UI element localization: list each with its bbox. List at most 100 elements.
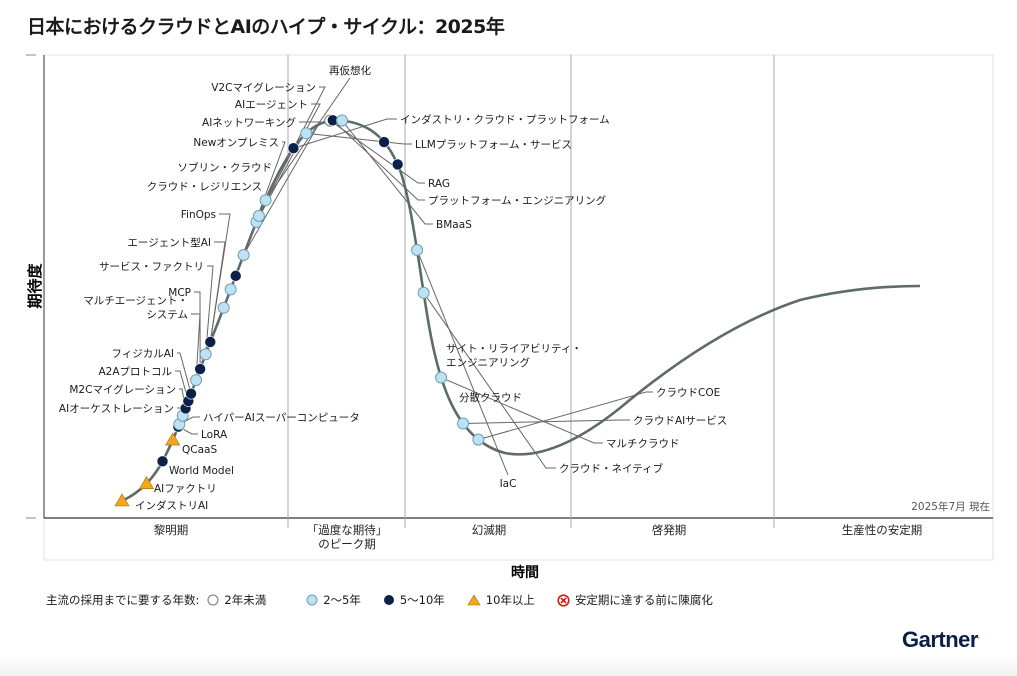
data-point-marker: [417, 286, 430, 299]
leader-line: [209, 213, 231, 343]
legend-item-gt10: 10年以上: [467, 592, 535, 608]
legend-item-lt2: 2年未満: [207, 592, 266, 608]
legend-label: 2〜5年: [323, 593, 361, 607]
data-point-label: インダストリ・クラウド・プラットフォーム: [400, 113, 610, 126]
leader-line: [478, 391, 653, 441]
as-of-note: 2025年7月 現在: [911, 500, 990, 513]
phase-label-slope: 啓発期: [652, 523, 687, 537]
data-point-label: World Model: [169, 465, 234, 477]
data-point-label: LoRA: [201, 429, 228, 441]
data-point-label: A2Aプロトコル: [98, 366, 172, 378]
leader-line: [177, 352, 192, 394]
data-point-label: AIオーケストレーション: [59, 403, 174, 415]
legend: 主流の採用までに要する年数: 2年未満 2〜5年 5〜10年 10年以上 安定期…: [46, 592, 735, 608]
legend-item-5to10: 5〜10年: [383, 592, 445, 608]
chart-title: 日本におけるクラウドとAIのハイプ・サイクル：2025年: [27, 16, 505, 38]
data-point-marker: [391, 158, 404, 171]
data-point-marker: [300, 127, 313, 140]
data-point-label: クラウドAIサービス: [633, 415, 727, 427]
leader-line: [440, 377, 603, 444]
data-point-label: BMaaS: [436, 219, 472, 231]
phase-label-innovation-trigger: 黎明期: [154, 523, 189, 537]
leader-line: [416, 249, 509, 476]
footer-shade: [0, 655, 1017, 676]
data-point-marker: [457, 417, 470, 430]
red-x-circle-icon: [557, 593, 570, 607]
data-point-marker: [199, 348, 212, 361]
leader-line: [205, 265, 214, 355]
data-point-label: サービス・ファクトリ: [99, 261, 204, 273]
legend-item-obsolete: 安定期に達する前に陳腐化: [557, 592, 713, 608]
data-point-marker: [229, 270, 242, 282]
leader-line: [293, 118, 397, 149]
data-point-marker: [287, 142, 300, 155]
phase-label-peak: 「過度な期待」のピーク期: [307, 523, 388, 551]
legend-item-2to5: 2〜5年: [306, 592, 361, 608]
data-point-label: エージェント型AI: [127, 236, 211, 249]
leader-line: [258, 86, 326, 217]
leader-line: [329, 120, 425, 184]
data-point-label: フィジカルAI: [111, 348, 174, 360]
data-point-marker: [259, 194, 272, 207]
data-point-marker: [217, 301, 230, 314]
data-point-label: Newオンプレミス: [193, 137, 279, 149]
hype-curve: [121, 118, 921, 503]
data-point-marker: [156, 455, 169, 468]
data-point-label: V2Cマイグレーション: [211, 81, 316, 94]
legend-label: 2年未満: [224, 593, 267, 607]
data-point-marker: [194, 363, 206, 375]
legend-label: 10年以上: [485, 593, 535, 607]
data-point-marker: [190, 374, 203, 387]
leader-line: [341, 120, 433, 225]
legend-lead: 主流の採用までに要する年数:: [46, 593, 200, 607]
white-circle-icon: [207, 594, 219, 606]
data-point-label: インダストリAI: [135, 499, 208, 512]
data-point-marker: [435, 371, 448, 384]
data-point-marker: [378, 136, 390, 148]
leader-line: [235, 141, 286, 277]
orange-triangle-icon: [467, 594, 481, 606]
data-point-marker: [138, 476, 155, 489]
leader-line: [423, 292, 556, 469]
data-point-marker: [411, 243, 424, 256]
data-point-label: QCaaS: [182, 444, 217, 456]
data-point-label: MCP: [168, 287, 191, 299]
data-point-marker: [237, 248, 250, 261]
data-point-label: ソブリン・クラウド: [178, 161, 273, 174]
data-point-label: RAG: [428, 178, 450, 190]
x-axis-label: 時間: [511, 564, 539, 581]
data-point-marker: [472, 433, 485, 446]
data-point-label: マルチクラウド: [606, 438, 680, 450]
light-blue-circle-icon: [306, 594, 318, 606]
leader-line: [194, 291, 201, 370]
data-point-marker: [114, 493, 130, 507]
data-point-marker: [252, 209, 265, 222]
leader-line: [175, 370, 189, 402]
data-point-marker: [185, 387, 197, 400]
navy-circle-icon: [383, 595, 394, 605]
data-point-label: クラウドCOE: [656, 387, 720, 399]
legend-label: 5〜10年: [399, 593, 445, 607]
data-point-label: 再仮想化: [329, 64, 371, 77]
leader-line: [306, 132, 412, 145]
phase-label-plateau: 生産性の安定期: [842, 523, 923, 537]
data-point-label: AIネットワーキング: [202, 116, 296, 129]
data-point-label: AIファクトリ: [154, 483, 217, 495]
data-point-label: 分散クラウド: [459, 391, 522, 404]
data-point-marker: [165, 432, 181, 446]
data-point-marker: [204, 336, 217, 348]
legend-label: 安定期に達する前に陳腐化: [574, 593, 713, 607]
leader-line: [463, 419, 630, 424]
data-point-label: サイト・リライアビリティ・エンジニアリング: [446, 343, 582, 369]
data-point-label: LLMプラットフォーム・サービス: [415, 139, 572, 151]
data-point-label: AIエージェント: [235, 99, 308, 111]
data-point-label: ハイパーAIスーパーコンピュータ: [203, 412, 360, 424]
leader-line: [332, 119, 425, 201]
data-point-label: クラウド・ネイティブ: [559, 462, 664, 475]
gartner-logo: Gartner.: [902, 627, 980, 652]
data-point-label: クラウド・レジリエンス: [147, 181, 262, 193]
y-axis-label: 期待度: [26, 263, 44, 309]
data-point-label: FinOps: [181, 209, 216, 221]
data-point-label: IaC: [500, 478, 517, 490]
